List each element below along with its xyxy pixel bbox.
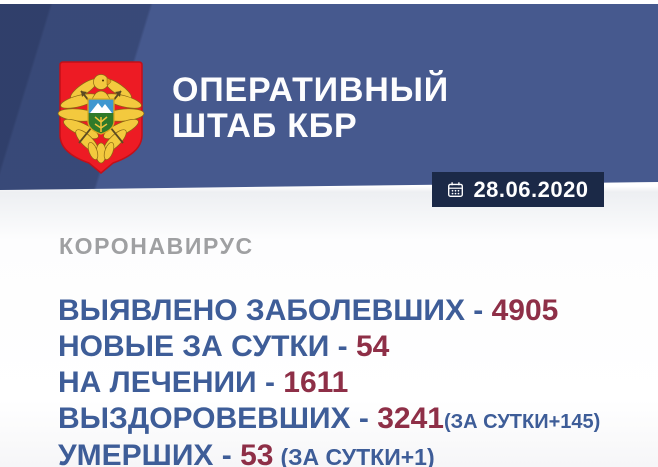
stat-label: ВЫЯВЛЕНО ЗАБОЛЕВШИХ - [58, 294, 492, 327]
calendar-icon [448, 182, 464, 197]
stat-row-recovered: ВЫЗДОРОВЕВШИХ - 3241(ЗА СУТКИ+145) [58, 402, 654, 439]
stat-row-deaths: УМЕРШИХ - 53 (ЗА СУТКИ+1) [58, 439, 654, 467]
stat-value: 53 [240, 439, 274, 467]
kbr-coat-of-arms-icon [57, 61, 145, 174]
covid-stats-list: ВЫЯВЛЕНО ЗАБОЛЕВШИХ - 4905 НОВЫЕ ЗА СУТК… [58, 294, 654, 467]
stat-suffix: (ЗА СУТКИ+1) [280, 444, 435, 467]
stat-row-detected: ВЫЯВЛЕНО ЗАБОЛЕВШИХ - 4905 [58, 294, 654, 330]
section-label-coronavirus: КОРОНАВИРУС [59, 233, 254, 259]
stat-label: НА ЛЕЧЕНИИ - [58, 366, 284, 399]
stat-value: 4905 [491, 294, 559, 327]
stat-value: 1611 [283, 366, 349, 399]
stat-row-new-per-day: НОВЫЕ ЗА СУТКИ - 54 [58, 330, 654, 366]
stat-value: 3241 [377, 402, 444, 435]
date-text: 28.06.2020 [473, 176, 589, 202]
stat-row-in-treatment: НА ЛЕЧЕНИИ - 1611 [58, 366, 654, 402]
stat-label: УМЕРШИХ - [58, 439, 241, 467]
title-line-2: ШТАБ КБР [172, 107, 358, 145]
stat-suffix: (ЗА СУТКИ+145) [443, 411, 601, 433]
page-title: ОПЕРАТИВНЫЙ ШТАБ КБР [172, 72, 449, 144]
title-line-1: ОПЕРАТИВНЫЙ [172, 71, 449, 109]
stat-value: 54 [355, 330, 390, 363]
stat-label: НОВЫЕ ЗА СУТКИ - [58, 330, 356, 363]
stat-label: ВЫЗДОРОВЕВШИХ - [58, 402, 378, 435]
date-badge: 28.06.2020 [432, 172, 604, 207]
